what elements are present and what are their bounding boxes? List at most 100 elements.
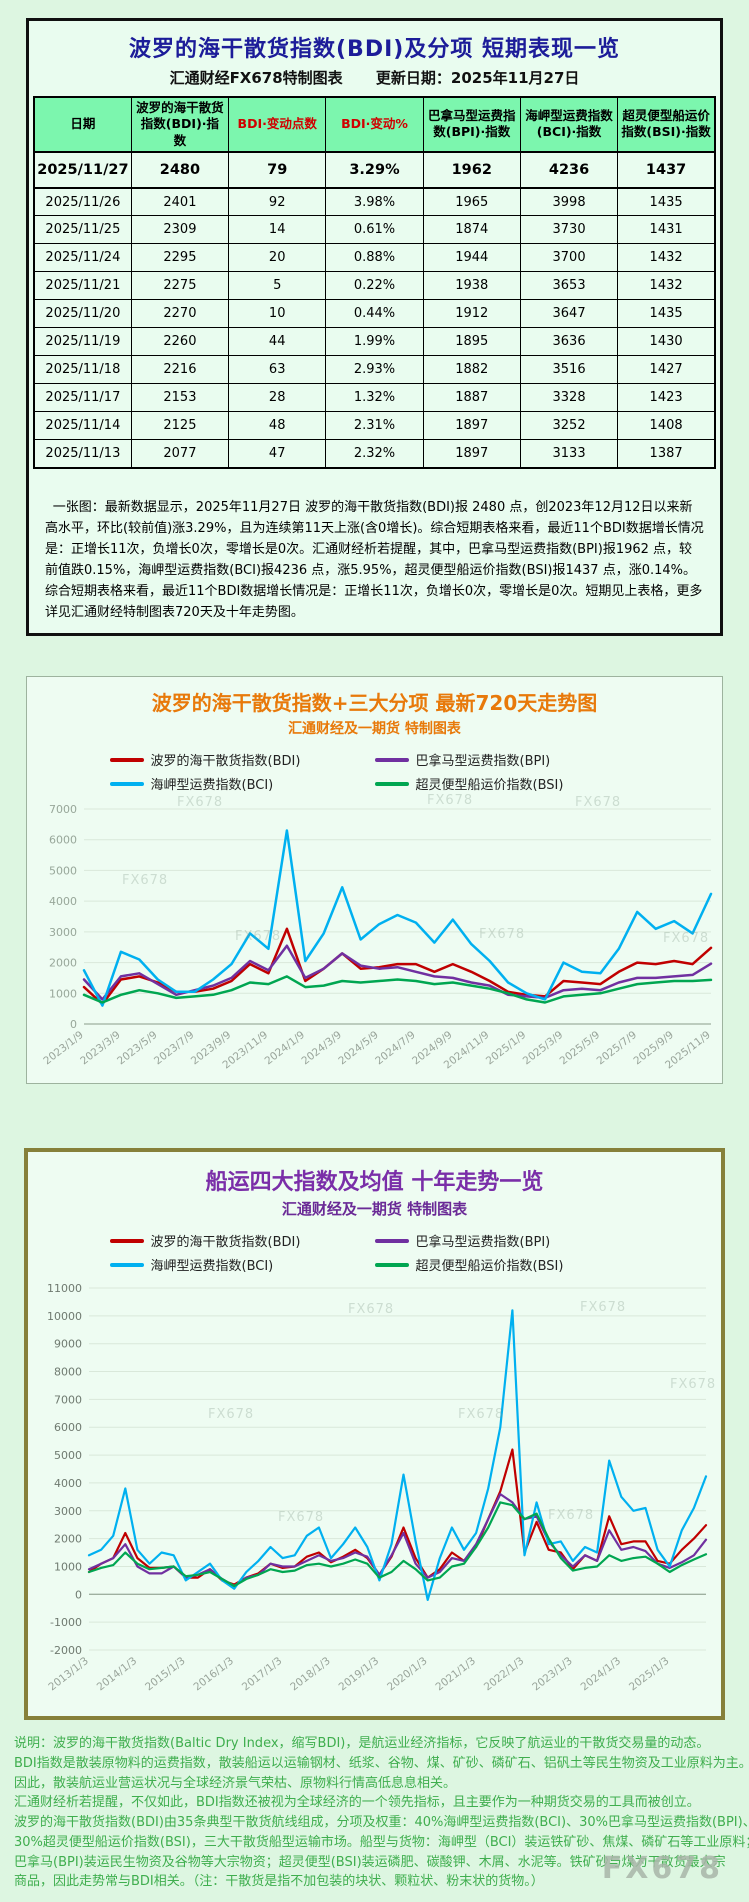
- table-cell: 4236: [519, 150, 619, 189]
- table-row: 2025/11/14 2125 48 2.31% 1897 3252 1408: [33, 411, 716, 441]
- x-tick-label: 2021/1/3: [433, 1655, 478, 1693]
- table-cell: 1427: [617, 355, 716, 385]
- page-watermark: FX678: [601, 1851, 723, 1887]
- y-tick-label: -1000: [50, 1616, 82, 1629]
- table-cell: 3647: [519, 299, 619, 329]
- legend-line-icon: [374, 1238, 409, 1243]
- table-subtitle: 汇通财经FX678特制图表 更新日期：2025年11月27日: [33, 67, 716, 88]
- legend-item-bdi: 波罗的海干散货指数(BDI): [109, 750, 375, 769]
- table-row: 2025/11/18 2216 63 2.93% 1882 3516 1427: [33, 355, 716, 385]
- table-cell: 1423: [617, 383, 716, 413]
- chart-10y-legend: 波罗的海干散货指数(BDI) 巴拿马型运费指数(BPI) 海岬型运费指数(BCI) 超…: [28, 1231, 721, 1274]
- legend-label: 巴拿马型运费指数(BPI): [415, 1235, 551, 1251]
- table-cell: 2309: [130, 215, 230, 245]
- description-line: 30%超灵便型船运价指数(BSI)，三大干散货船型运输市场。船型与货物：海岬型（…: [14, 1834, 749, 1850]
- table-body: 2025/11/27 2480 79 3.29% 1962 4236 1437 2025/11…: [33, 150, 716, 469]
- header-cell: 海岬型运费指数(BCI)·指数: [519, 96, 619, 153]
- table-cell: 1435: [617, 187, 716, 217]
- table-cell: 1962: [422, 150, 521, 189]
- y-tick-label: 1000: [49, 987, 77, 1000]
- y-tick-label: 0: [70, 1018, 77, 1031]
- table-cell: 28: [228, 383, 327, 413]
- legend-label: 海岬型运费指数(BCI): [150, 778, 274, 794]
- table-cell: 14: [228, 215, 327, 245]
- table-cell: 2270: [130, 299, 230, 329]
- table-cell: 0.22%: [325, 271, 424, 301]
- table-row: 2025/11/19 2260 44 1.99% 1895 3636 1430: [33, 327, 716, 357]
- x-tick-label: 2024/7/9: [373, 1029, 418, 1067]
- chart-10y-section: 船运四大指数及均值 十年走势一览 汇通财经及一期货 特制图表 波罗的海干散货指数…: [24, 1148, 725, 1721]
- x-tick-label: 2024/5/9: [336, 1029, 381, 1067]
- series-line-bsi: [87, 1501, 708, 1588]
- table-cell: 3516: [519, 355, 619, 385]
- table-cell: 1965: [422, 187, 521, 217]
- table-row: 2025/11/17 2153 28 1.32% 1887 3328 1423: [33, 383, 716, 413]
- legend-item-bdi: 波罗的海干散货指数(BDI): [109, 1231, 375, 1250]
- chart-720-section: 波罗的海干散货指数+三大分项 最新720天走势图 汇通财经及一期货 特制图表 波…: [26, 676, 723, 1085]
- table-cell: 10: [228, 299, 327, 329]
- x-tick-label: 2014/1/3: [95, 1655, 140, 1693]
- table-cell: 44: [228, 327, 327, 357]
- table-cell: 2025/11/27: [33, 150, 132, 189]
- legend-item-bsi: 超灵便型船运价指数(BSI): [374, 1255, 640, 1274]
- legend-label: 海岬型运费指数(BCI): [150, 1259, 274, 1275]
- table-cell: 1944: [422, 243, 521, 273]
- bdi-table: 日期 波罗的海干散货指数(BDI)·指数 BDI·变动点数 BDI·变动% 巴拿马型运费…: [33, 96, 716, 469]
- legend-item-bci: 海岬型运费指数(BCI): [109, 1255, 375, 1275]
- table-row: 2025/11/27 2480 79 3.29% 1962 4236 1437: [33, 150, 716, 189]
- y-tick-label: 0: [75, 1588, 82, 1601]
- table-cell: 1897: [422, 411, 521, 441]
- y-tick-label: 11000: [47, 1282, 82, 1295]
- table-cell: 3252: [519, 411, 619, 441]
- legend-item-bci: 海岬型运费指数(BCI): [109, 774, 375, 794]
- table-cell: 1437: [617, 150, 716, 189]
- table-cell: 1408: [617, 411, 716, 441]
- y-tick-label: -2000: [50, 1644, 82, 1657]
- table-cell: 2401: [130, 187, 230, 217]
- y-tick-label: 5000: [54, 1449, 82, 1462]
- table-cell: 48: [228, 411, 327, 441]
- legend-label: 巴拿马型运费指数(BPI): [415, 754, 551, 770]
- table-cell: 2260: [130, 327, 230, 357]
- short-term-table-section: 波罗的海干散货指数(BDI)及分项 短期表现一览 汇通财经FX678特制图表 更…: [26, 18, 723, 637]
- table-cell: 0.88%: [325, 243, 424, 273]
- x-tick-label: 2023/5/9: [115, 1029, 160, 1067]
- table-cell: 1.99%: [325, 327, 424, 357]
- y-tick-label: 5000: [49, 864, 77, 877]
- header-cell: 超灵便型船运价指数(BSI)·指数: [617, 96, 716, 153]
- y-tick-label: 2000: [49, 957, 77, 970]
- table-cell: 1.32%: [325, 383, 424, 413]
- table-cell: 2275: [130, 271, 230, 301]
- legend-line-icon: [374, 1262, 409, 1267]
- table-header-row: 日期 波罗的海干散货指数(BDI)·指数 BDI·变动点数 BDI·变动% 巴拿马型运费…: [33, 96, 716, 153]
- table-cell: 63: [228, 355, 327, 385]
- table-cell: 1874: [422, 215, 521, 245]
- description-line: 汇通财经析若提醒，不仅如此，BDI指数还被视为全球经济的一个领先指标，且主要作为…: [14, 1795, 700, 1811]
- table-cell: 2025/11/14: [33, 411, 132, 441]
- table-row: 2025/11/20 2270 10 0.44% 1912 3647 1435: [33, 299, 716, 329]
- legend-line-icon: [109, 1238, 144, 1243]
- header-cell: BDI·变动点数: [228, 96, 327, 153]
- chart-720-legend: 波罗的海干散货指数(BDI) 巴拿马型运费指数(BPI) 海岬型运费指数(BCI) 超…: [27, 750, 722, 793]
- x-tick-label: 2025/1/9: [484, 1029, 529, 1067]
- y-tick-label: 2000: [54, 1533, 82, 1546]
- table-cell: 2153: [130, 383, 230, 413]
- table-cell: 3.98%: [325, 187, 424, 217]
- description-line: 波罗的海干散货指数(BDI)由35条典型干散货航线组成，分项及权重：40%海岬型…: [14, 1815, 749, 1831]
- chart-720-subtitle: 汇通财经及一期货 特制图表: [288, 721, 461, 738]
- description-line: 因此，散装航运业营运状况与全球经济景气荣枯、原物料行情高低息息相关。: [14, 1775, 457, 1791]
- x-tick-label: 2025/7/9: [595, 1029, 640, 1067]
- table-cell: 92: [228, 187, 327, 217]
- table-cell: 2.31%: [325, 411, 424, 441]
- chart-720-title: 波罗的海干散货指数+三大分项 最新720天走势图: [151, 691, 598, 716]
- x-tick-label: 2016/1/3: [191, 1655, 236, 1693]
- x-tick-label: 2025/3/9: [521, 1029, 566, 1067]
- source-label: 汇通财经FX678特制图表: [169, 69, 343, 87]
- table-cell: 3653: [519, 271, 619, 301]
- header-cell: BDI·变动%: [325, 96, 424, 153]
- table-cell: 2025/11/26: [33, 187, 132, 217]
- table-cell: 1897: [422, 439, 521, 469]
- y-tick-label: 6000: [54, 1421, 82, 1434]
- chart-10y-svg: -2000 -1000 0 1000 2000 3000 4000 5000 6000 7000 8…: [46, 1282, 708, 1693]
